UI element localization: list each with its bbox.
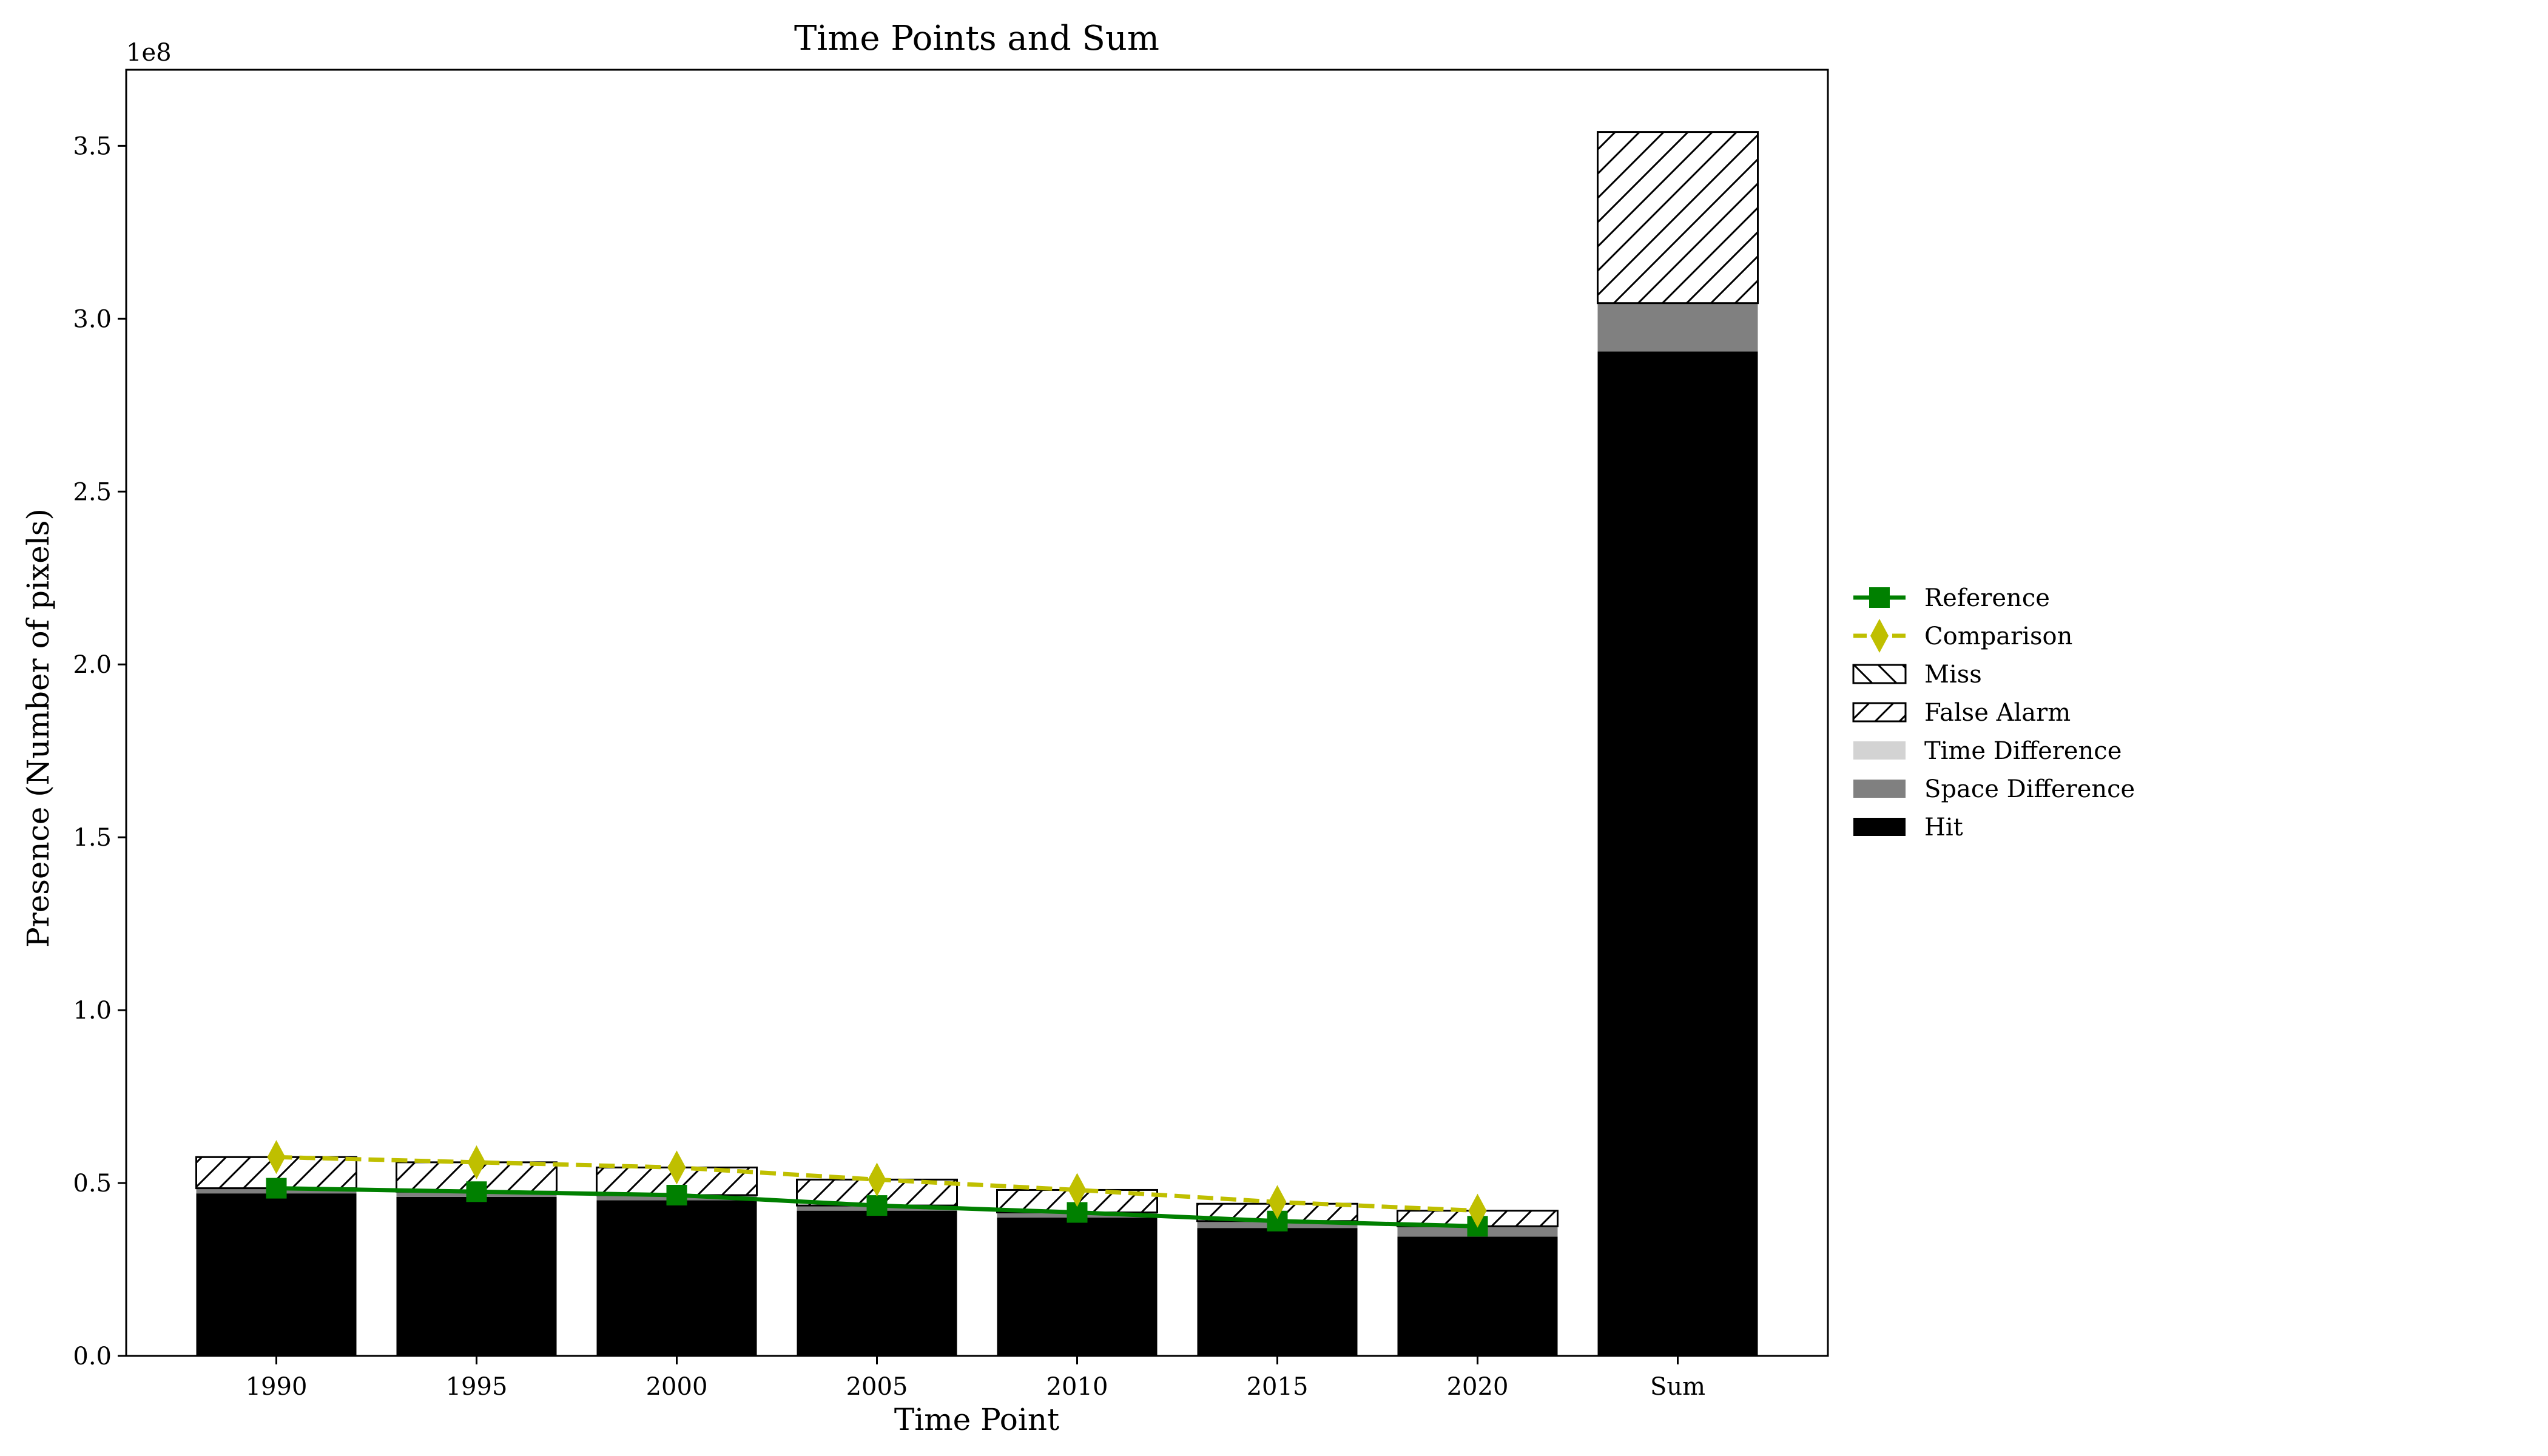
- legend-label: Reference: [1924, 584, 2050, 612]
- y-tick-label: 2.0: [73, 651, 112, 679]
- legend-swatch-patch: [1852, 702, 1907, 723]
- point-comparison-1995: [467, 1145, 486, 1179]
- bar-hit-1995: [396, 1196, 557, 1356]
- point-reference-2000: [666, 1185, 687, 1205]
- bar-hit-2005: [797, 1210, 957, 1356]
- bar-hit-sum: [1597, 351, 1758, 1356]
- y-tick-label: 3.0: [73, 305, 112, 333]
- bar-hit-2000: [596, 1200, 757, 1356]
- bar-hit-1990: [196, 1193, 357, 1356]
- bar-hit-2010: [997, 1218, 1158, 1356]
- point-comparison-2015: [1268, 1185, 1287, 1219]
- x-tick-label: 2000: [646, 1373, 708, 1401]
- x-tick-label: 1990: [246, 1373, 308, 1401]
- legend-item-space-difference: Space Difference: [1853, 775, 2135, 803]
- y-tick-label: 1.0: [73, 997, 112, 1025]
- legend-swatch-patch: [1853, 741, 1906, 760]
- legend-item-false-alarm: False Alarm: [1852, 699, 2071, 727]
- bar-stacks: [195, 131, 1759, 1356]
- y-tick-label: 0.0: [73, 1343, 112, 1370]
- legend-item-time-difference: Time Difference: [1853, 737, 2122, 765]
- legend-label: False Alarm: [1924, 699, 2071, 727]
- x-tick-label: Sum: [1650, 1373, 1705, 1401]
- x-tick-label: 2010: [1046, 1373, 1108, 1401]
- legend-label: Time Difference: [1924, 737, 2122, 765]
- legend-swatch-patch: [1853, 780, 1906, 798]
- x-axis-ticks: 1990 1995 2000 2005 2010 2015 2020 Sum: [246, 1356, 1705, 1401]
- point-comparison-2005: [868, 1162, 886, 1197]
- line-series-group: [266, 1140, 1488, 1237]
- bar-hit-2015: [1197, 1228, 1358, 1356]
- point-reference-1990: [266, 1178, 287, 1199]
- legend-swatch-patch: [1852, 664, 1907, 684]
- legend-label: Space Difference: [1924, 775, 2135, 803]
- legend-item-comparison: Comparison: [1853, 619, 2072, 653]
- y-tick-label: 2.5: [73, 478, 112, 506]
- legend-swatch-marker: [1870, 619, 1889, 653]
- y-axis-label: Presence (Number of pixels): [21, 508, 56, 948]
- legend-item-hit: Hit: [1853, 814, 1963, 841]
- point-comparison-2010: [1068, 1173, 1087, 1207]
- point-comparison-1990: [267, 1140, 286, 1175]
- legend-label: Miss: [1924, 661, 1982, 689]
- bar-false-alarm-sum: [1597, 131, 1759, 305]
- chart-title: Time Points and Sum: [794, 19, 1159, 58]
- y-tick-label: 1.5: [73, 824, 112, 852]
- plot-area-frame: [125, 69, 1829, 1357]
- x-tick-label: 1995: [446, 1373, 508, 1401]
- y-tick-label: 0.5: [73, 1170, 112, 1198]
- legend-item-reference: Reference: [1853, 584, 2050, 612]
- x-tick-label: 2015: [1247, 1373, 1309, 1401]
- x-tick-label: 2005: [846, 1373, 908, 1401]
- legend-label: Comparison: [1924, 622, 2072, 650]
- legend-swatch-marker: [1869, 587, 1890, 608]
- y-axis-multiplier: 1e8: [126, 39, 172, 67]
- point-reference-2005: [866, 1195, 888, 1216]
- legend-item-miss: Miss: [1852, 661, 1982, 689]
- bar-hit-2020: [1397, 1236, 1558, 1356]
- legend-label: Hit: [1924, 814, 1963, 841]
- y-axis-ticks: 0.0 0.5 1.0 1.5 2.0 2.5 3.0 3.5: [73, 132, 126, 1370]
- y-tick-label: 3.5: [73, 132, 112, 160]
- point-comparison-2020: [1468, 1193, 1487, 1228]
- legend: Reference Comparison Miss False Alarm Time D…: [1852, 584, 2135, 841]
- legend-swatch-patch: [1853, 818, 1906, 836]
- bar-space-difference-sum: [1597, 303, 1758, 352]
- point-comparison-2000: [667, 1150, 686, 1185]
- x-axis-label: Time Point: [894, 1402, 1059, 1437]
- point-reference-1995: [466, 1181, 487, 1202]
- x-tick-label: 2020: [1447, 1373, 1509, 1401]
